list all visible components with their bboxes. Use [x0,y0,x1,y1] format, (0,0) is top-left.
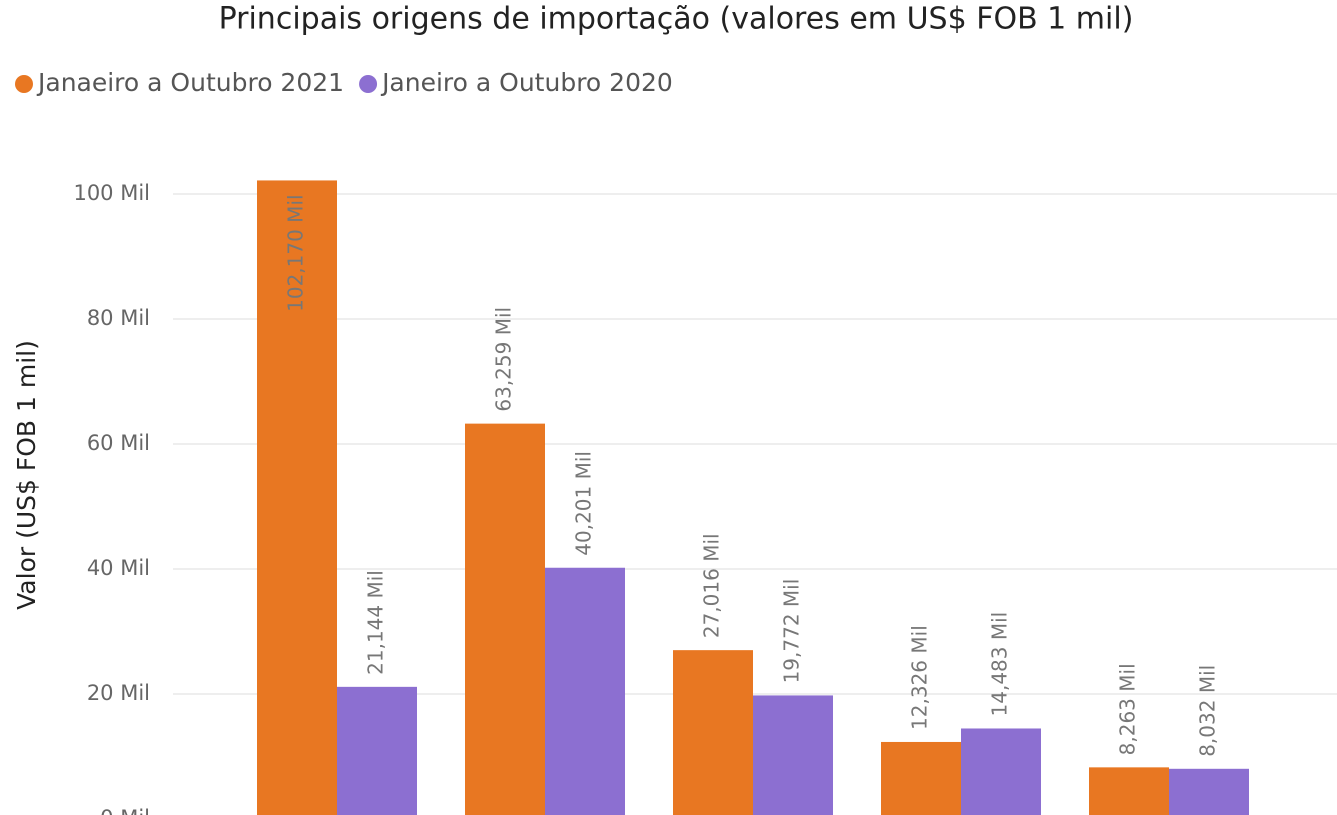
bar [673,650,753,815]
chart-title: Principais origens de importação (valore… [219,2,1134,37]
value-label: 8,032 Mil [1196,665,1220,757]
y-tick-label: 40 Mil [87,556,150,580]
value-label: 8,263 Mil [1116,663,1140,755]
value-label: 102,170 Mil [284,194,308,311]
bar [257,180,337,815]
bar [545,567,625,815]
value-label: 40,201 Mil [572,451,596,556]
legend: Janaeiro a Outubro 2021 Janeiro a Outubro… [15,68,673,97]
value-label: 27,016 Mil [700,533,724,638]
y-tick-label: 80 Mil [87,306,150,330]
y-axis-title: Valor (US$ FOB 1 mil) [12,340,41,610]
value-label: 21,144 Mil [364,570,388,675]
value-label: 19,772 Mil [780,579,804,684]
legend-swatch [359,75,378,93]
bar [465,423,545,815]
bar [1169,768,1249,815]
y-tick-label: 100 Mil [73,181,150,205]
legend-label: Janeiro a Outubro 2020 [380,68,673,97]
bar [961,728,1041,815]
value-label: 14,483 Mil [988,612,1012,717]
value-label: 63,259 Mil [492,307,516,412]
bar [337,686,417,815]
legend-swatch [15,75,33,93]
bar [881,741,961,815]
bar [1089,767,1169,815]
y-tick-label: 0 Mil [100,806,150,815]
value-label: 12,326 Mil [908,625,932,730]
y-tick-label: 20 Mil [87,681,150,705]
y-tick-label: 60 Mil [87,431,150,455]
legend-label: Janaeiro a Outubro 2021 [36,68,344,97]
bar [753,695,833,815]
